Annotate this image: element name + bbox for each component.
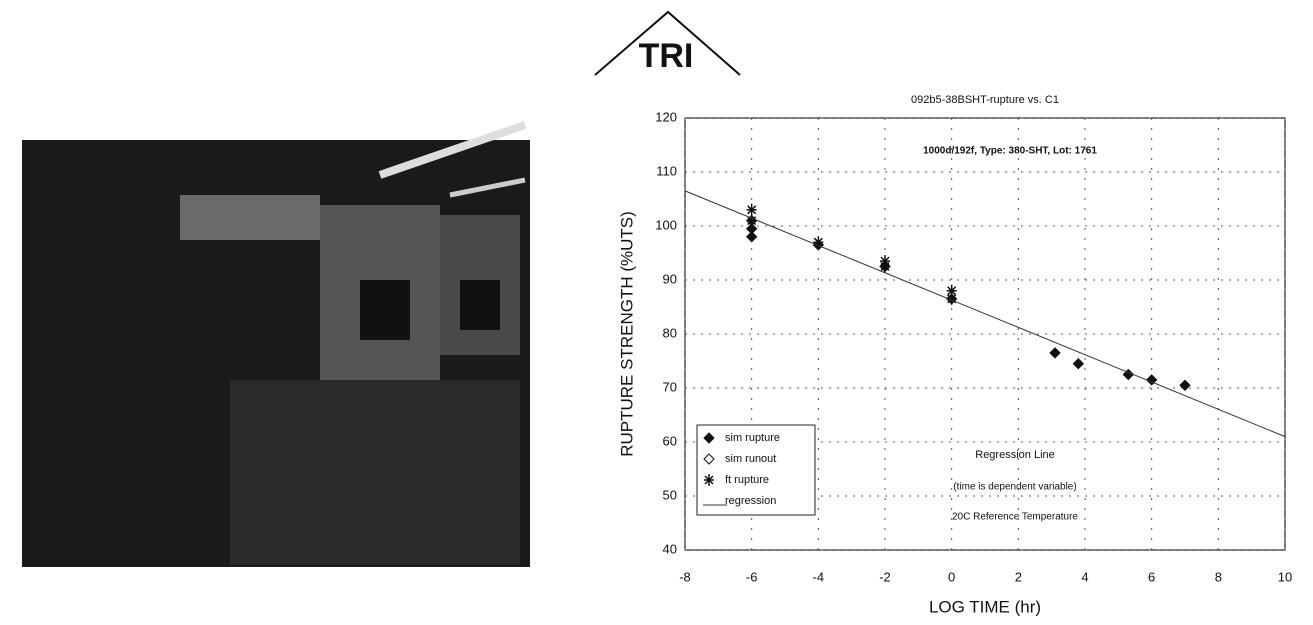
y-tick-label: 40 (663, 541, 677, 556)
annotation: Regression Line (975, 449, 1055, 461)
legend-box (696, 424, 816, 516)
legend-label: regression (725, 495, 776, 507)
x-tick-label: 0 (948, 569, 955, 584)
y-tick-label: 70 (663, 379, 677, 394)
annotation: (time is dependent variable) (953, 482, 1076, 493)
x-tick-label: -4 (813, 569, 825, 584)
data-point (1049, 347, 1061, 359)
y-tick-label: 60 (663, 433, 677, 448)
data-point (880, 260, 890, 273)
data-point (813, 236, 824, 249)
x-tick-label: 10 (1278, 569, 1292, 584)
y-axis-label: RUPTURE STRENGTH (%UTS) (617, 211, 636, 457)
x-tick-label: -2 (879, 569, 891, 584)
x-tick-label: -6 (746, 569, 758, 584)
data-point (746, 203, 757, 216)
x-axis-label: LOG TIME (hr) (929, 597, 1041, 616)
legend-symbol (703, 432, 715, 444)
data-point (1179, 379, 1191, 392)
x-tick-label: 6 (1148, 569, 1155, 584)
logo-text: TRI (639, 37, 694, 75)
y-tick-label: 110 (656, 163, 677, 178)
x-tick-label: 4 (1081, 569, 1088, 584)
legend-label: sim runout (725, 453, 776, 465)
x-tick-label: 2 (1015, 569, 1022, 584)
x-tick-label: 8 (1215, 569, 1222, 584)
annotation: 20C Reference Temperature (952, 512, 1078, 523)
data-point (746, 214, 757, 227)
legend-symbol (704, 474, 714, 486)
data-point (946, 292, 957, 305)
y-tick-label: 50 (663, 487, 677, 502)
x-tick-label: -8 (679, 569, 691, 584)
data-point (946, 284, 957, 297)
legend-label: sim rupture (725, 432, 780, 444)
y-tick-label: 120 (655, 109, 677, 124)
data-point (1072, 357, 1085, 370)
data-point (745, 231, 758, 243)
legend-label: ft rupture (725, 474, 769, 486)
photo (22, 121, 530, 567)
chart-title: 092b5-38BSHT-rupture vs. C1 (911, 94, 1059, 106)
regression-line (684, 190, 1286, 438)
data-point (1122, 368, 1135, 381)
legend-symbol (703, 453, 715, 465)
data-point (745, 222, 758, 235)
logo: TRI (594, 10, 741, 76)
y-tick-label: 80 (663, 325, 677, 340)
y-tick-label: 100 (655, 217, 677, 232)
data-point (1145, 374, 1158, 386)
y-tick-label: 90 (663, 271, 677, 286)
chart-subtitle: 1000d/192f, Type: 380-SHT, Lot: 1761 (923, 146, 1097, 157)
